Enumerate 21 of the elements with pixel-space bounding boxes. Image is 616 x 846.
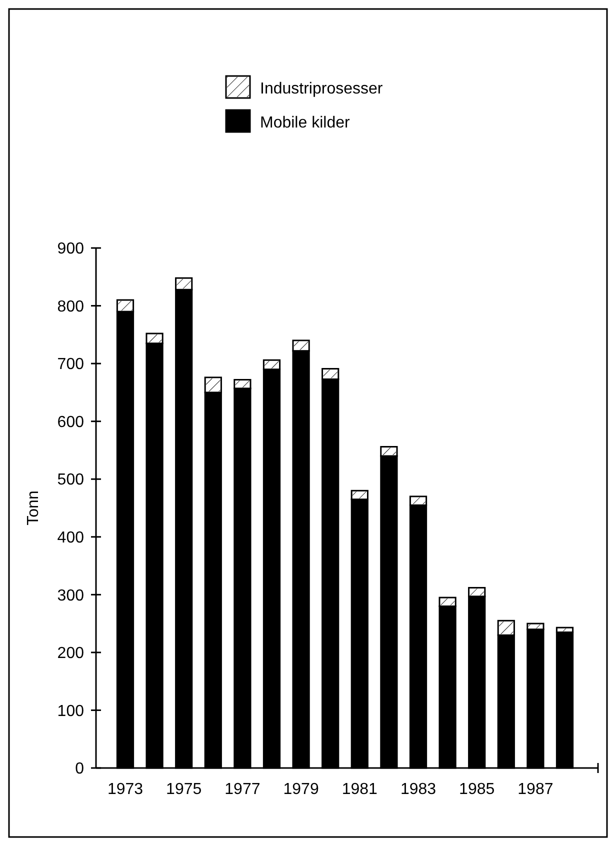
x-tick-label: 1975 <box>166 781 202 798</box>
x-tick-label: 1979 <box>283 781 319 798</box>
y-tick-label: 300 <box>57 587 84 604</box>
x-tick-label: 1983 <box>400 781 436 798</box>
legend-label: Industriprosesser <box>260 80 384 98</box>
legend-label: Mobile kilder <box>260 114 350 132</box>
y-axis-title: Tonn <box>25 490 42 526</box>
y-tick-label: 200 <box>57 645 84 662</box>
x-tick-label: 1981 <box>342 781 378 798</box>
y-tick-label: 500 <box>57 472 84 489</box>
y-tick-label: 0 <box>75 760 84 778</box>
y-tick-label: 400 <box>57 529 84 546</box>
x-tick-label: 1973 <box>107 781 144 798</box>
x-tick-label: 1977 <box>224 781 260 798</box>
y-tick-label: 700 <box>57 356 84 374</box>
y-tick-label: 100 <box>57 702 84 720</box>
y-tick-label: 600 <box>57 414 84 431</box>
y-tick-label: 800 <box>57 298 84 316</box>
x-tick-label: 1985 <box>459 781 495 798</box>
x-tick-label: 1987 <box>518 781 554 798</box>
y-tick-label: 900 <box>57 240 84 258</box>
